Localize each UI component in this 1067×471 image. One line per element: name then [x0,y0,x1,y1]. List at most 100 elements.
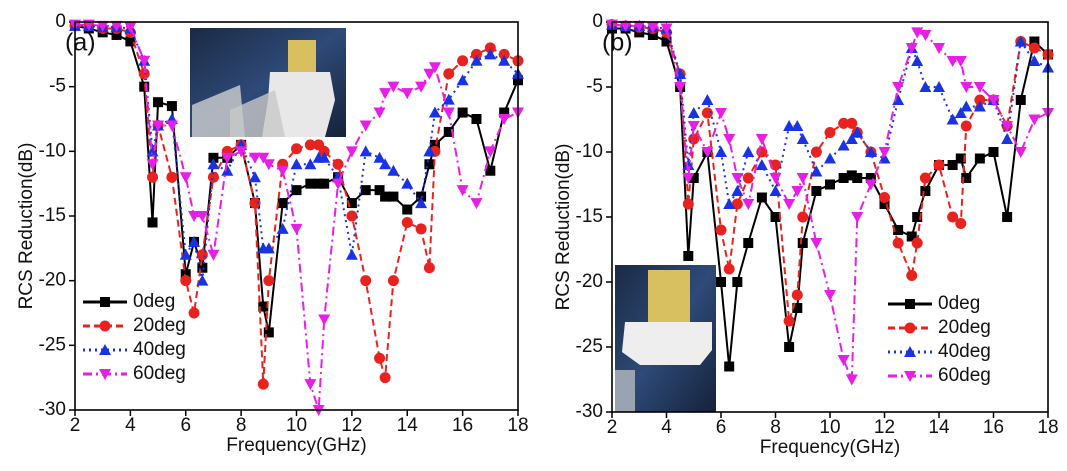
legend-marker [904,371,916,382]
marker [682,198,694,210]
marker [1028,114,1041,126]
marker [687,121,700,132]
marker [442,107,455,119]
marker [825,179,835,190]
marker [359,120,372,132]
marker [846,170,857,181]
x-tick-label: 6 [716,417,727,438]
marker [188,307,200,319]
marker [687,107,700,118]
marker [1028,42,1040,54]
x-tick-label: 4 [125,415,136,436]
marker [401,88,414,100]
marker [946,113,959,125]
x-axis-label: Frequency(GHz) [226,435,366,456]
marker [138,68,150,80]
marker [674,82,687,93]
marker [1001,121,1014,132]
marker [197,262,208,273]
legend-marker [99,320,111,332]
marker [1029,36,1040,47]
marker [360,275,372,287]
marker [277,198,288,209]
marker [147,217,158,228]
marker [879,199,890,209]
marker [147,171,159,183]
marker [188,211,201,222]
marker [416,191,427,202]
marker [732,277,743,287]
marker [755,134,768,145]
marker [249,197,261,209]
marker [305,178,316,189]
marker [1014,147,1027,158]
marker [933,159,945,171]
marker [415,197,428,209]
legend-marker [904,346,916,357]
marker [166,171,178,183]
marker [248,152,261,164]
legend-marker [100,297,110,307]
marker [810,146,822,158]
marker [1002,212,1013,222]
marker [988,147,999,157]
marker [138,55,151,67]
marker [838,173,849,183]
marker [906,231,917,242]
legend-marker [904,322,916,334]
marker [401,216,413,228]
plot-frame [74,21,519,411]
x-tick-label: 16 [452,415,473,436]
marker [920,186,931,196]
marker [716,277,726,287]
marker [960,120,972,132]
y-axis-label: RCS Reduction(dB) [553,144,574,311]
marker [484,48,497,60]
marker [373,107,386,119]
inset-photo-b [615,265,716,412]
marker [379,88,392,100]
marker [207,171,219,183]
marker [415,81,428,93]
marker [442,93,455,105]
marker [401,177,414,189]
marker [660,23,673,35]
marker [810,165,823,177]
marker [960,100,973,112]
marker [470,198,483,210]
marker [346,198,357,209]
marker [770,212,781,222]
marker [1001,133,1014,144]
marker [919,30,932,41]
marker [498,48,510,60]
marker [838,117,850,129]
marker [865,173,876,183]
marker [797,211,809,223]
marker [756,192,767,203]
marker [379,372,391,384]
marker [188,235,201,247]
marker [428,106,441,118]
y-tick-label: -5 [586,76,603,97]
marker [701,147,714,158]
marker [313,178,324,189]
marker [701,107,713,119]
marker [208,152,219,163]
y-tick-label: -15 [576,206,603,227]
marker [892,237,904,249]
marker [878,147,891,158]
marker [947,160,958,170]
x-tick-label: 10 [819,417,840,438]
legend-label: 60deg [938,365,991,386]
marker [974,153,985,164]
marker [429,139,440,150]
marker [96,20,109,32]
marker [619,20,632,32]
y-tick-label: -15 [39,205,66,226]
marker [769,185,782,196]
marker [345,248,358,260]
marker [207,249,220,261]
marker [276,165,289,177]
